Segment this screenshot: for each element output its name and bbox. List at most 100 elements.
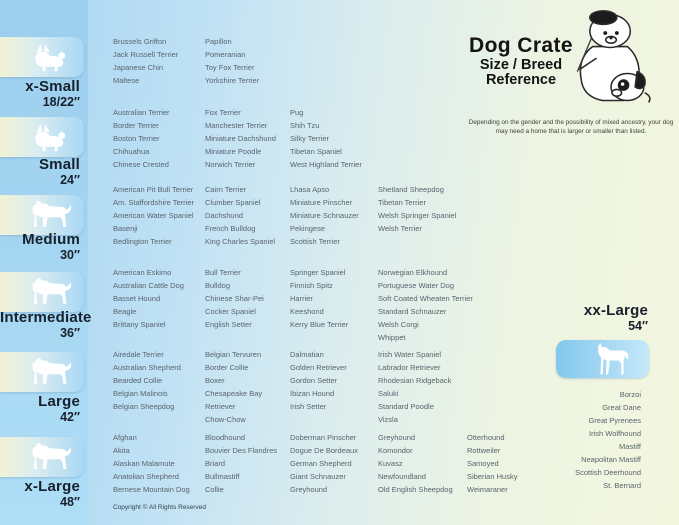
breed-name: Toy Fox Terrier (205, 63, 255, 72)
breed-name: Border Collie (205, 363, 249, 372)
size-inches: 36″ (60, 326, 80, 340)
size-chip-x-small (0, 37, 84, 77)
breed-name: Bedlington Terrier (113, 237, 172, 246)
breed-column: Shetland Sheepdog Tibetan Terrier Welsh Sp… (378, 183, 456, 235)
breed-name: Saluki (378, 389, 399, 398)
breed-name: Standard Poodle (378, 402, 434, 411)
breed-name: Australian Cattle Dog (113, 281, 184, 290)
breed-name: Greyhound (290, 485, 328, 494)
breed-column: Otterhound Rottweiler Samoyed Siberian Husk… (467, 431, 517, 496)
breed-name: Welsh Springer Spaniel (378, 211, 457, 220)
size-name: x-Small (25, 78, 80, 95)
breed-name: Dogue De Bordeaux (290, 446, 358, 455)
breed-name: Soft Coated Wheaten Terrier (378, 294, 473, 303)
breed-name: Shetland Sheepdog (378, 185, 444, 194)
breed-name: Newfoundland (378, 472, 426, 481)
size-name: Medium (22, 231, 80, 248)
breed-name: Belgian Sheepdog (113, 402, 175, 411)
breed-column: Greyhound Komondor Kuvasz Newfoundland Old E… (378, 431, 453, 496)
breed-name: Chihuahua (113, 147, 150, 156)
copyright-text: Copyright © All Rights Reserved (113, 504, 206, 511)
breed-column: American Eskimo Australian Cattle Dog Bass… (113, 266, 184, 331)
breed-name: Irish Water Spaniel (378, 350, 442, 359)
breed-name: Lhasa Apso (290, 185, 330, 194)
breed-column: Doberman Pinscher Dogue De Bordeaux German… (290, 431, 358, 496)
size-name: x-Large (24, 478, 80, 495)
size-name: Small (38, 156, 80, 173)
size-inches: 42″ (60, 410, 80, 424)
breed-name: Mastiff (619, 442, 641, 451)
breed-name: Boston Terrier (113, 134, 160, 143)
breed-name: Miniature Dachshund (205, 134, 276, 143)
breed-column: Belgian Tervuren Border Collie Boxer Chesap… (205, 348, 262, 426)
breed-column: Fox Terrier Manchester Terrier Miniature D… (205, 106, 276, 171)
westie-silhouette-icon (32, 200, 72, 227)
breed-name: Tibetan Spaniel (290, 147, 342, 156)
xx-large-inches: 54″ (628, 319, 648, 333)
size-label-x-small: x-Small 18/22″ (0, 78, 80, 110)
breed-name: Kuvasz (378, 459, 403, 468)
breed-name: Papillon (205, 37, 232, 46)
size-chip-x-large (0, 437, 84, 477)
breed-column: Afghan Akita Alaskan Malamute Anatolian She… (113, 431, 190, 496)
breed-name: Siberian Husky (467, 472, 518, 481)
breed-column: Airedale Terrier Australian Shepherd Beard… (113, 348, 181, 413)
breed-name: American Water Spaniel (113, 211, 194, 220)
breed-name: Greyhound (378, 433, 416, 442)
breed-name: Finnish Spitz (290, 281, 333, 290)
breed-name: Norwegian Elkhound (378, 268, 448, 277)
size-chip-small (0, 117, 84, 157)
breed-name: Basenji (113, 224, 138, 233)
breed-name: Miniature Pinscher (290, 198, 353, 207)
breed-name: Dachshund (205, 211, 243, 220)
title-sub-line1: Size / Breed (479, 57, 563, 73)
breed-name: Bull Terrier (205, 268, 241, 277)
breed-name: Irish Setter (290, 402, 327, 411)
title-sub-line2: Reference (485, 72, 557, 88)
breed-name: American Pit Bull Terrier (113, 185, 194, 194)
size-chip-medium (0, 195, 84, 235)
breed-name: Dalmatian (290, 350, 324, 359)
size-inches: 18/22″ (42, 95, 80, 109)
breed-name: Manchester Terrier (205, 121, 268, 130)
breed-name: Giant Schnauzer (290, 472, 346, 481)
great-dane-silhouette-icon (598, 342, 629, 375)
breed-name: Bloodhound (205, 433, 246, 442)
breed-name: Collie (205, 485, 224, 494)
size-label-x-large: x-Large 48″ (0, 478, 80, 510)
breed-name: Chow-Chow (205, 415, 246, 424)
breed-name: Belgian Malinois (113, 389, 168, 398)
disclaimer-text: Depending on the gender and the possibil… (468, 119, 674, 135)
breed-name: Pug (290, 108, 304, 117)
breed-column: Springer Spaniel Finnish Spitz Harrier Kees… (290, 266, 348, 331)
breed-name: Tibetan Terrier (378, 198, 426, 207)
title-main: Dog Crate (469, 34, 573, 57)
breed-name: Jack Russell Terrier (113, 50, 179, 59)
breed-name: Airedale Terrier (113, 350, 164, 359)
breed-name: Silky Terrier (290, 134, 330, 143)
breed-name: Cocker Spaniel (205, 307, 256, 316)
breed-name: Chinese Crested (113, 160, 169, 169)
breed-name: Afghan (113, 433, 137, 442)
breed-column: Norwegian Elkhound Portuguese Water Dog So… (378, 266, 473, 344)
breed-name: Boxer (205, 376, 225, 385)
breed-name: Rottweiler (467, 446, 501, 455)
breed-name: American Eskimo (113, 268, 172, 277)
breed-name: Anatolian Shepherd (113, 472, 179, 481)
retriever-silhouette-icon (32, 357, 72, 384)
size-label-medium: Medium 30″ (0, 231, 80, 263)
breed-name: Standard Schnauzer (378, 307, 447, 316)
breed-name: Gordon Setter (290, 376, 338, 385)
size-label-small: Small 24″ (0, 156, 80, 188)
breed-name: Pekingese (290, 224, 326, 233)
breed-column: Australian Terrier Border Terrier Boston T… (113, 106, 170, 171)
breed-name: Welsh Corgi (378, 320, 419, 329)
size-name: Intermediate (0, 309, 92, 326)
size-inches: 30″ (60, 248, 80, 262)
breed-name: Portuguese Water Dog (378, 281, 455, 290)
breed-name: St. Bernard (603, 481, 641, 490)
breed-name: Bernese Mountain Dog (113, 485, 190, 494)
breed-name: Kerry Blue Terrier (290, 320, 349, 329)
breed-name: Pomeranian (205, 50, 246, 59)
